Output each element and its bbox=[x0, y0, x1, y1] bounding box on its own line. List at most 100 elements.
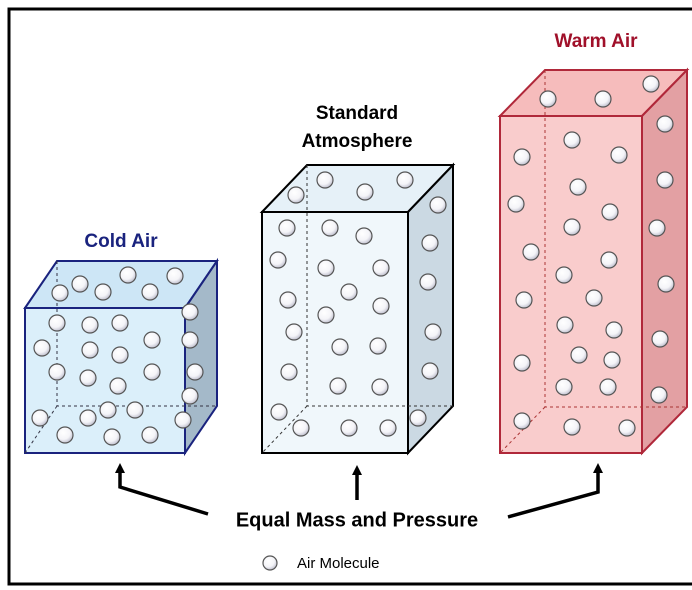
molecule bbox=[329, 377, 347, 395]
molecule bbox=[618, 419, 636, 437]
molecule bbox=[594, 90, 612, 108]
box-title: Warm Air bbox=[554, 31, 638, 52]
molecule bbox=[605, 321, 623, 339]
molecule bbox=[141, 426, 159, 444]
molecule bbox=[507, 195, 525, 213]
molecule bbox=[99, 401, 117, 419]
molecule bbox=[111, 346, 129, 364]
front-face bbox=[24, 307, 186, 454]
molecule bbox=[174, 411, 192, 429]
molecule bbox=[563, 218, 581, 236]
molecule bbox=[48, 314, 66, 332]
molecule bbox=[109, 377, 127, 395]
molecule bbox=[143, 363, 161, 381]
molecule bbox=[317, 306, 335, 324]
molecule bbox=[563, 418, 581, 436]
molecule bbox=[181, 331, 199, 349]
molecule bbox=[71, 275, 89, 293]
top-face bbox=[23, 260, 219, 309]
molecule bbox=[372, 297, 390, 315]
molecule bbox=[656, 171, 674, 189]
molecule bbox=[379, 419, 397, 437]
molecule bbox=[421, 234, 439, 252]
molecule bbox=[356, 183, 374, 201]
molecule bbox=[181, 387, 199, 405]
molecules bbox=[31, 75, 675, 446]
molecule bbox=[603, 351, 621, 369]
molecule bbox=[522, 243, 540, 261]
molecule bbox=[429, 196, 447, 214]
molecule bbox=[270, 403, 288, 421]
molecule bbox=[569, 178, 587, 196]
molecule bbox=[563, 131, 581, 149]
molecule bbox=[79, 369, 97, 387]
molecule bbox=[555, 266, 573, 284]
standard-box bbox=[259, 162, 456, 456]
molecule bbox=[513, 412, 531, 430]
arrow bbox=[507, 463, 603, 519]
molecule bbox=[555, 378, 573, 396]
cold-box bbox=[23, 257, 219, 457]
caption: Equal Mass and Pressure bbox=[236, 509, 478, 531]
molecule bbox=[601, 203, 619, 221]
molecule bbox=[317, 259, 335, 277]
molecule bbox=[321, 219, 339, 237]
molecule bbox=[181, 303, 199, 321]
box-title: Standard bbox=[316, 103, 398, 124]
molecule bbox=[103, 428, 121, 446]
molecule bbox=[409, 409, 427, 427]
molecule bbox=[372, 259, 390, 277]
molecule bbox=[51, 284, 69, 302]
molecule bbox=[515, 291, 533, 309]
arrow bbox=[115, 463, 209, 516]
molecule bbox=[599, 378, 617, 396]
molecule bbox=[33, 339, 51, 357]
molecule bbox=[269, 251, 287, 269]
molecule bbox=[642, 75, 660, 93]
arrows bbox=[115, 463, 603, 519]
hidden-edges bbox=[24, 261, 217, 454]
molecule bbox=[94, 283, 112, 301]
molecule bbox=[556, 316, 574, 334]
molecule bbox=[81, 341, 99, 359]
molecule bbox=[513, 354, 531, 372]
molecule bbox=[421, 362, 439, 380]
molecule bbox=[126, 401, 144, 419]
molecule bbox=[656, 115, 674, 133]
molecule bbox=[279, 291, 297, 309]
legend-marker bbox=[262, 555, 278, 571]
molecule bbox=[355, 227, 373, 245]
molecule bbox=[340, 283, 358, 301]
molecule bbox=[143, 331, 161, 349]
molecule bbox=[651, 330, 669, 348]
molecule bbox=[285, 323, 303, 341]
molecule bbox=[331, 338, 349, 356]
molecule bbox=[570, 346, 588, 364]
molecule bbox=[48, 363, 66, 381]
front-face bbox=[499, 115, 643, 454]
molecule bbox=[539, 90, 557, 108]
molecule bbox=[369, 337, 387, 355]
molecule bbox=[396, 171, 414, 189]
molecule bbox=[56, 426, 74, 444]
molecule bbox=[585, 289, 603, 307]
molecule bbox=[119, 266, 137, 284]
molecule bbox=[371, 378, 389, 396]
warm-box bbox=[497, 67, 690, 456]
molecule bbox=[31, 409, 49, 427]
molecule bbox=[81, 316, 99, 334]
molecule bbox=[141, 283, 159, 301]
molecule bbox=[513, 148, 531, 166]
molecule bbox=[316, 171, 334, 189]
molecule bbox=[340, 419, 358, 437]
molecule bbox=[600, 251, 618, 269]
molecule bbox=[278, 219, 296, 237]
hidden-edges bbox=[261, 165, 453, 454]
molecule bbox=[650, 386, 668, 404]
molecule bbox=[657, 275, 675, 293]
molecule bbox=[186, 363, 204, 381]
molecule bbox=[424, 323, 442, 341]
molecule bbox=[292, 419, 310, 437]
box-title: Cold Air bbox=[84, 231, 158, 252]
molecule bbox=[419, 273, 437, 291]
